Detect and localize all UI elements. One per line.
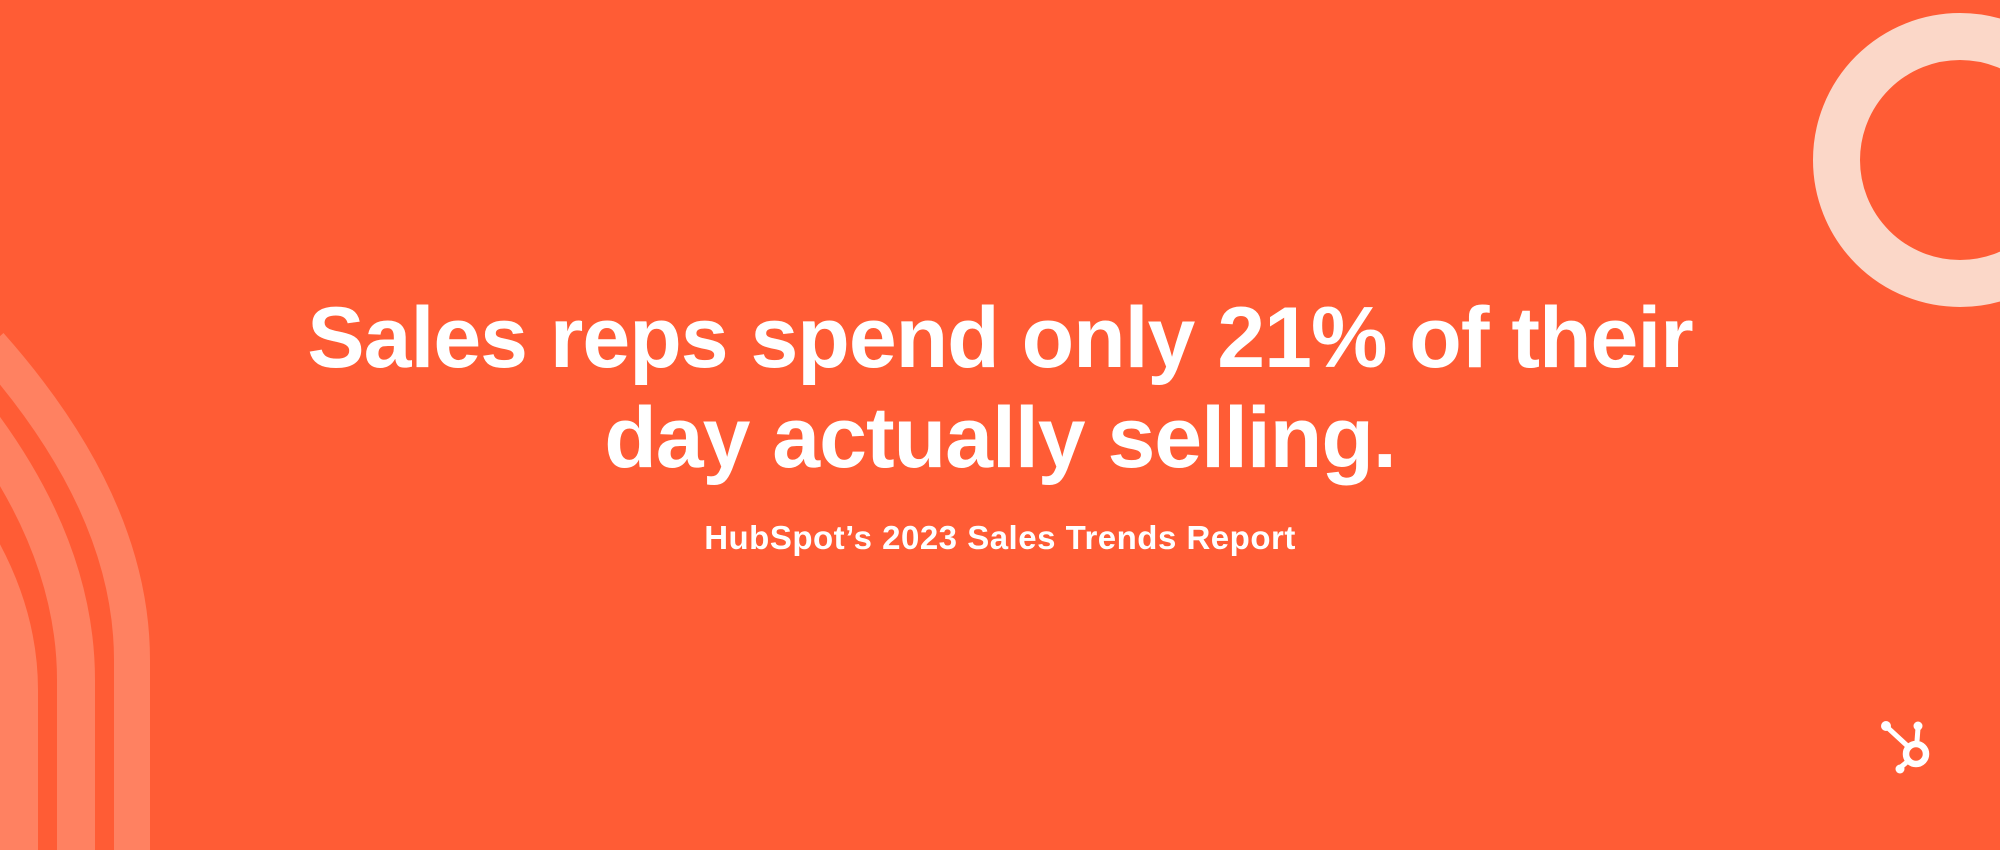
- sprocket-ring: [1902, 740, 1930, 768]
- arch-stripe-middle: [0, 416, 95, 850]
- sprocket-node: [1913, 721, 1923, 731]
- ring-decoration: [1813, 13, 2000, 307]
- hubspot-sprocket-icon: [1881, 721, 1930, 774]
- arch-stripe-inner: [0, 544, 38, 850]
- sprocket-node: [1895, 764, 1905, 774]
- headline-line-1: Sales reps spend only 21% of their: [307, 290, 1693, 386]
- arch-stripe-outer: [0, 333, 150, 850]
- attribution-text: HubSpot’s 2023 Sales Trends Report: [704, 519, 1296, 556]
- headline-line-2: day actually selling.: [604, 390, 1397, 486]
- sprocket-node: [1881, 721, 1891, 731]
- sprocket-arm: [1886, 726, 1909, 748]
- headline: Sales reps spend only 21% of their day a…: [0, 288, 2000, 488]
